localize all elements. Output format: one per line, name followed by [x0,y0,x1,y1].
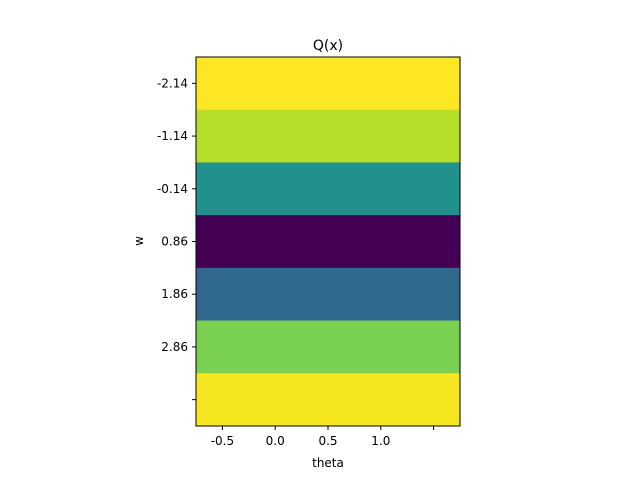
x-tick-label: -0.5 [211,434,234,448]
x-tick-label: 1.0 [371,434,390,448]
y-axis-title: w [132,236,146,246]
heatmap-row [196,267,460,322]
y-tick-label: -2.14 [157,76,188,90]
y-tick-label: -0.14 [157,182,188,196]
heatmap-row [196,162,460,216]
y-tick-label: 2.86 [161,340,188,354]
x-tick-label: 0.5 [318,434,337,448]
y-tick-label: 0.86 [161,235,188,249]
heatmap-row [196,215,460,269]
x-tick-label: 0.0 [266,434,285,448]
chart-title: Q(x) [313,38,343,54]
heatmap-row [196,320,460,374]
y-tick-label: 1.86 [161,287,188,301]
x-axis: -0.5 0.0 0.5 1.0 [211,426,435,448]
heatmap-row [196,57,460,111]
x-axis-title: theta [312,456,344,470]
y-axis: -2.14 -1.14 -0.14 0.86 1.86 2.86 [157,76,196,401]
y-tick-label: -1.14 [157,129,188,143]
heatmap-row [196,373,460,427]
heatmap-cells [196,57,460,427]
heatmap-row [196,109,460,163]
